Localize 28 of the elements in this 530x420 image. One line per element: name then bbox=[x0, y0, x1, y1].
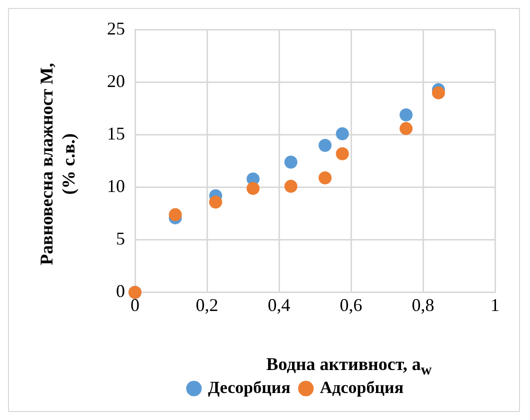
point bbox=[318, 138, 332, 152]
point bbox=[336, 127, 349, 140]
point bbox=[284, 156, 298, 169]
x-tick-label: 0 bbox=[130, 294, 140, 315]
y-tick-label: 25 bbox=[107, 18, 125, 39]
point bbox=[336, 147, 349, 160]
legend-label: Адсорбция bbox=[320, 378, 404, 397]
y-tick-label: 10 bbox=[107, 176, 125, 196]
x-tick-label: 0,8 bbox=[412, 294, 434, 315]
point bbox=[400, 122, 413, 136]
x-tick-label: 0,6 bbox=[340, 294, 362, 315]
point bbox=[209, 196, 222, 209]
x-tick-label: 1 bbox=[490, 294, 500, 315]
point bbox=[168, 208, 182, 222]
point bbox=[432, 86, 445, 100]
x-tick-label: 0,4 bbox=[268, 294, 290, 315]
y-tick-label: 5 bbox=[116, 228, 125, 249]
point bbox=[284, 180, 298, 193]
y-tick-label: 0 bbox=[116, 281, 125, 302]
x-tick-label: 0,2 bbox=[196, 294, 218, 315]
legend-label: Десорбция bbox=[208, 378, 290, 397]
y-tick-label: 20 bbox=[107, 71, 125, 92]
point bbox=[400, 108, 413, 122]
x-axis-title: Водна активност, a$_{w}$ bbox=[265, 354, 433, 380]
point bbox=[246, 182, 260, 195]
y-axis-title: Равновесна влажност М, (% с.в.) bbox=[35, 62, 79, 268]
y-tick-label: 15 bbox=[107, 124, 125, 144]
point bbox=[318, 171, 332, 184]
